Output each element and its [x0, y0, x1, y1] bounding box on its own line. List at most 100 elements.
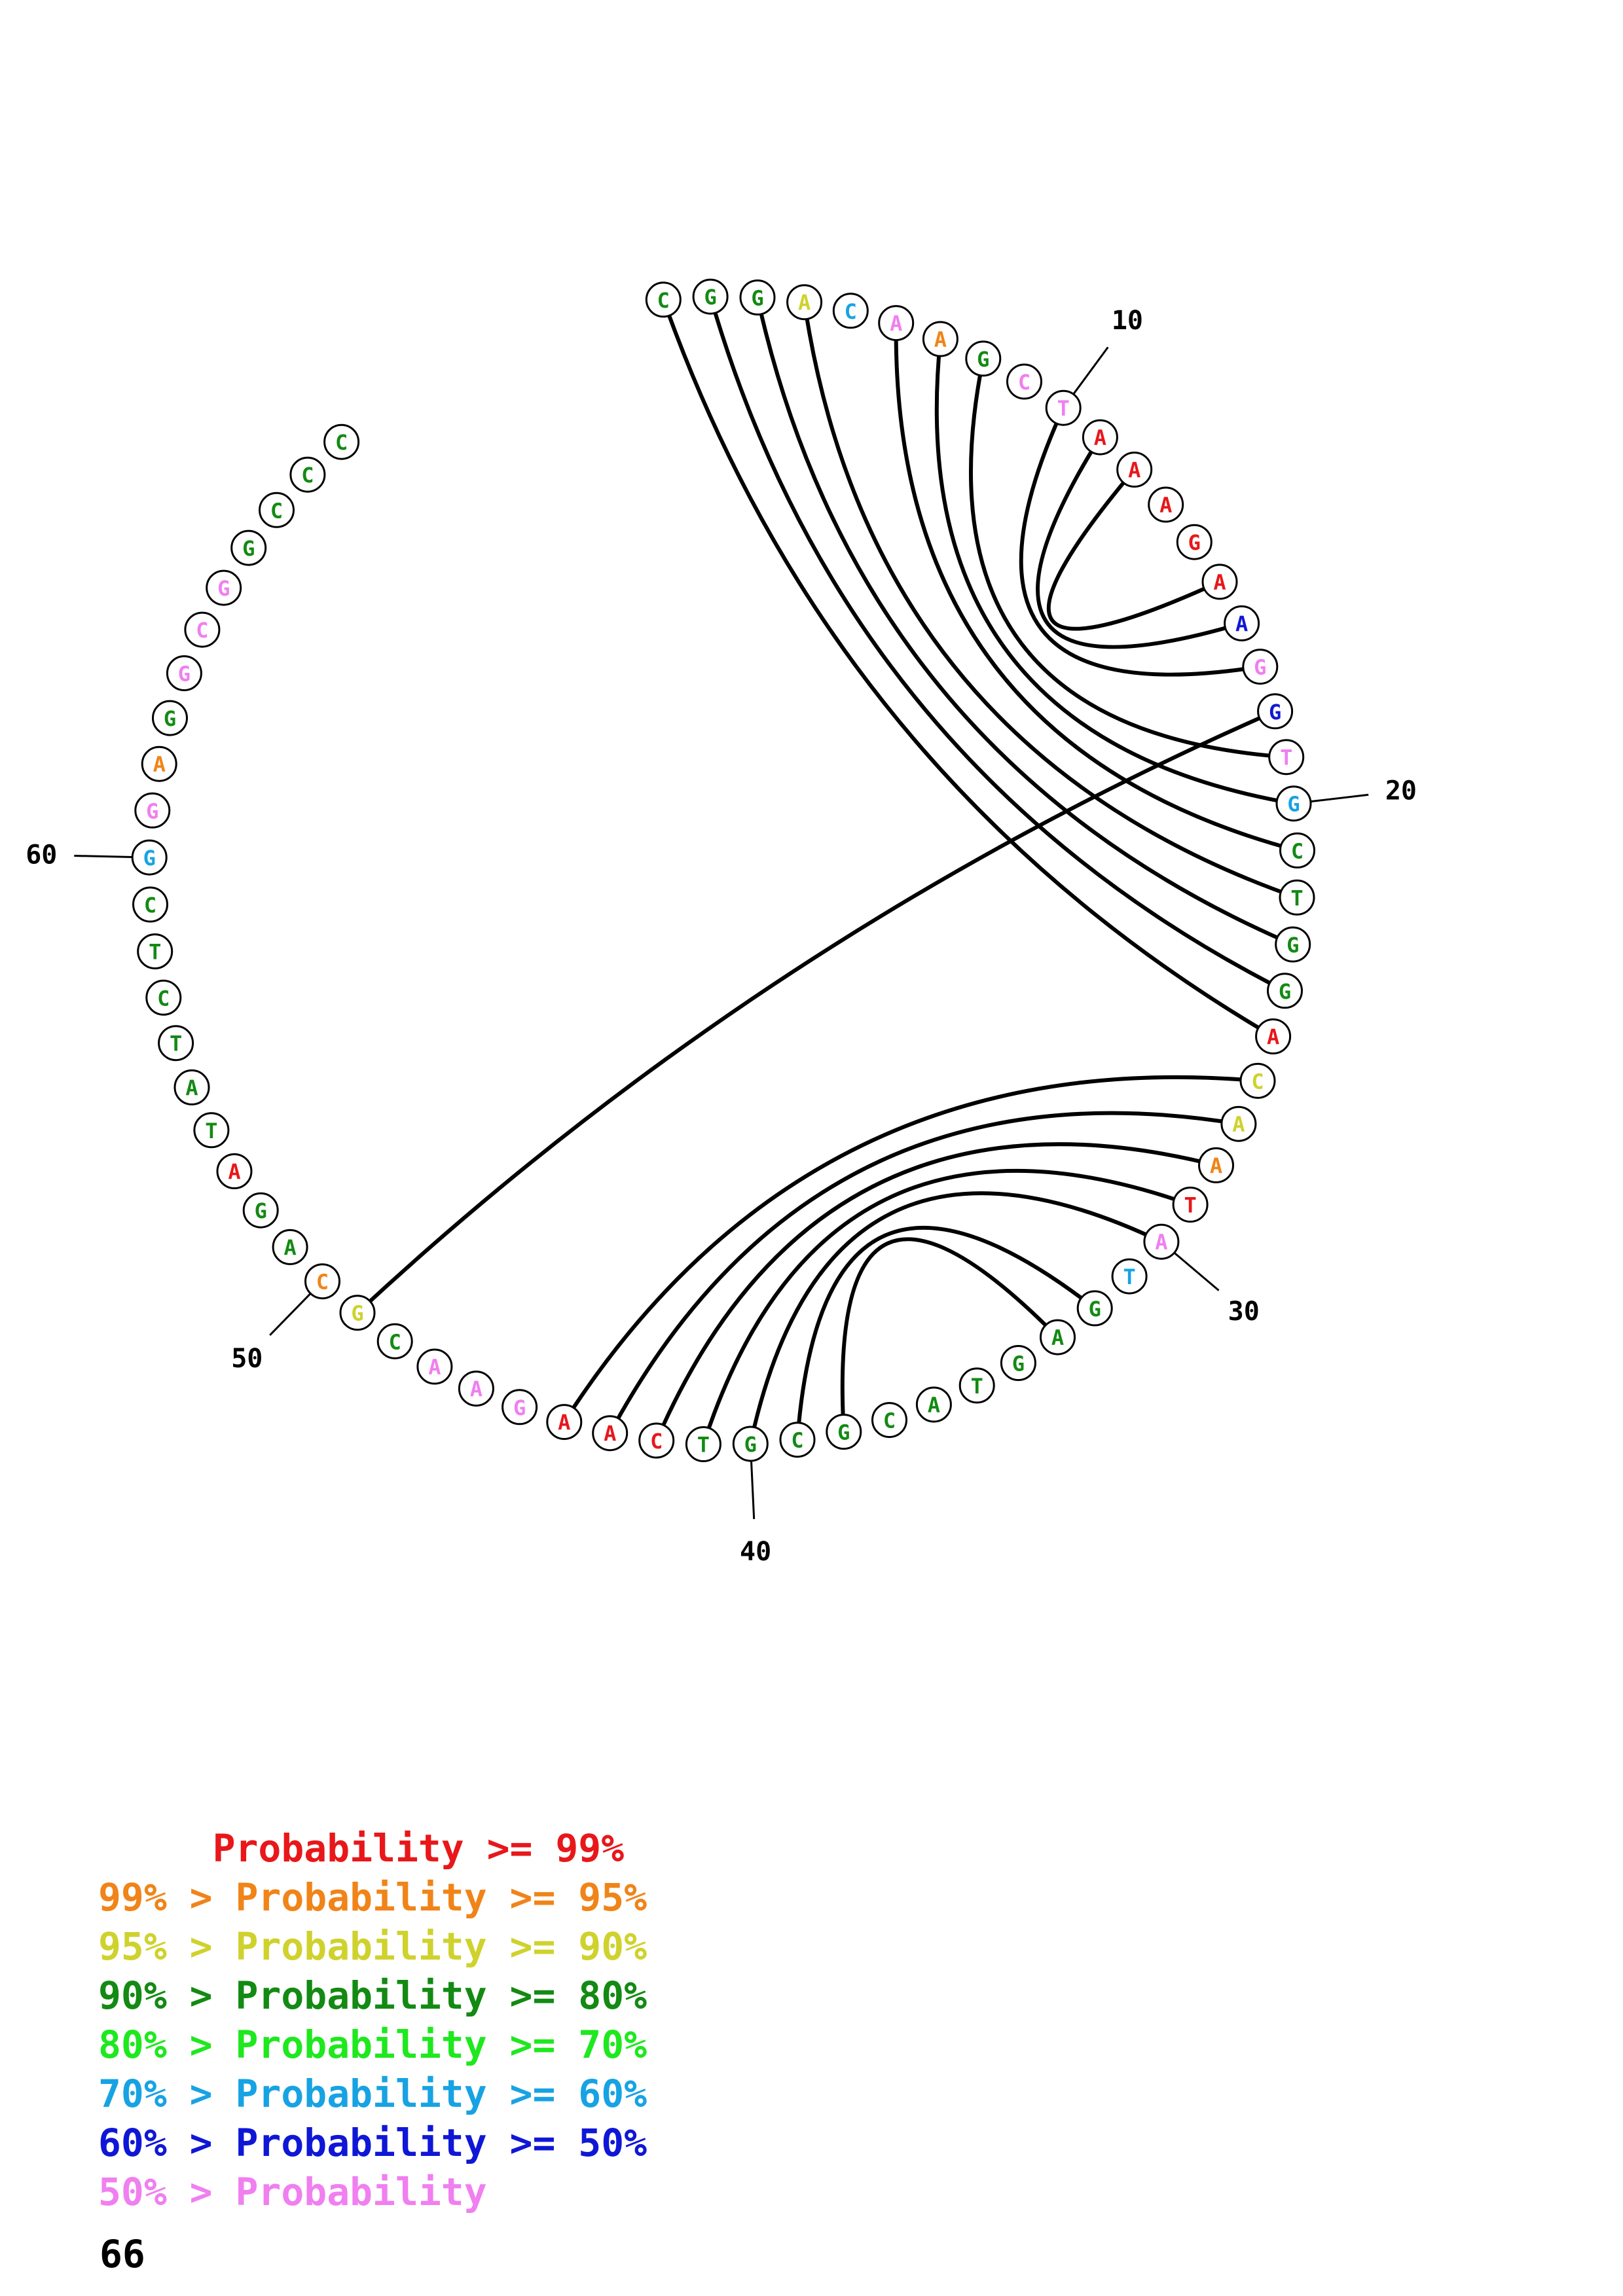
nucleotide-letter: A	[283, 1235, 296, 1260]
nucleotide-letter: A	[890, 312, 902, 336]
nucleotide-letter: A	[1267, 1025, 1279, 1050]
nucleotide: G	[739, 279, 776, 315]
nucleotide-letter: A	[1051, 1325, 1064, 1350]
legend-line: 80% > Probability >= 70%	[98, 2022, 647, 2067]
nucleotide: T	[1045, 389, 1082, 426]
nucleotide: G	[1267, 973, 1303, 1009]
nucleotide-circle	[152, 700, 188, 736]
position-label: 10	[1112, 306, 1143, 336]
nucleotide: G	[1242, 649, 1279, 685]
nucleotide-letter: A	[558, 1410, 570, 1435]
nucleotide: G	[339, 1295, 376, 1331]
pair-arc	[802, 302, 1298, 900]
nucleotide: C	[645, 281, 682, 318]
nucleotide-circle	[145, 979, 182, 1016]
nucleotide: T	[193, 1112, 230, 1149]
nucleotide: G	[230, 529, 267, 566]
nucleotide-circle	[685, 1426, 721, 1462]
nucleotide-circle	[1201, 564, 1238, 600]
nucleotide-letter: A	[934, 327, 947, 352]
nucleotide-letter: C	[845, 299, 857, 324]
nucleotide-circle	[878, 305, 915, 342]
nucleotide-circle	[915, 1386, 952, 1423]
pair-arc	[608, 1111, 1239, 1435]
nucleotide: C	[376, 1323, 413, 1359]
nucleotide-letter: T	[1123, 1265, 1135, 1289]
pair-arc	[562, 1075, 1258, 1424]
position-tick	[1072, 346, 1109, 395]
nucleotide-circle	[193, 1112, 230, 1149]
nucleotide-circle	[1275, 785, 1312, 822]
legend-line: 90% > Probability >= 80%	[98, 1973, 647, 2018]
position-label: 30	[1228, 1297, 1260, 1327]
pair-arc	[1036, 436, 1243, 649]
nucleotide-letter: A	[185, 1075, 198, 1100]
nucleotide-letter: C	[316, 1270, 329, 1295]
nucleotide: T	[1279, 879, 1315, 916]
nucleotide-letter: G	[744, 1432, 757, 1457]
nucleotide: A	[1220, 1105, 1257, 1142]
nucleotide-letter: A	[428, 1355, 441, 1380]
nucleotide-letter: G	[1286, 933, 1299, 958]
nucleotide: G	[826, 1414, 862, 1450]
nucleotide-circle	[692, 278, 729, 315]
pair-arc	[654, 1142, 1217, 1442]
nucleotide: T	[1111, 1258, 1148, 1295]
nucleotide-circle	[826, 1414, 862, 1450]
nucleotide: T	[137, 933, 173, 970]
position-tick	[1310, 793, 1369, 803]
nucleotide: C	[259, 492, 295, 528]
legend-line: 60% > Probability >= 50%	[98, 2121, 647, 2165]
nucleotide: G	[242, 1192, 279, 1229]
nucleotide: A	[173, 1069, 210, 1105]
nucleotide: G	[1275, 926, 1311, 963]
nucleotide-circle	[1279, 879, 1315, 916]
pair-arc	[748, 1191, 1163, 1444]
nucleotide-letter: C	[196, 618, 208, 643]
nucleotide-letter: A	[1213, 570, 1226, 595]
nucleotide-circle	[786, 284, 823, 321]
nucleotide: C	[323, 423, 360, 460]
nucleotide-letter: C	[335, 430, 348, 455]
pair-arc	[934, 338, 1294, 806]
nucleotide-circle	[638, 1422, 675, 1459]
nucleotide-letter: A	[153, 752, 166, 777]
nucleotide-letter: A	[1210, 1153, 1222, 1178]
nucleotide-circle	[1116, 452, 1153, 488]
position-label: 60	[26, 840, 57, 870]
nucleotide-letter: G	[1012, 1352, 1025, 1376]
nucleotide: G	[732, 1426, 769, 1462]
position-tick	[269, 1293, 312, 1336]
nucleotide-circle	[546, 1404, 583, 1441]
nucleotide: C	[1279, 832, 1315, 869]
nucleotide: A	[546, 1404, 583, 1441]
nucleotide-circle	[779, 1422, 816, 1458]
nucleotide-circle	[1082, 419, 1118, 456]
nucleotide-letter: T	[170, 1031, 182, 1056]
nucleotide-letter: A	[1159, 493, 1172, 518]
nucleotide: G	[206, 569, 242, 606]
nucleotide: C	[779, 1422, 816, 1458]
nucleotide: T	[958, 1367, 995, 1404]
pair-arc	[1046, 468, 1221, 631]
nucleotide-letter: C	[270, 498, 283, 523]
nucleotide: G	[152, 700, 188, 736]
nucleotide: C	[289, 456, 326, 493]
nucleotide-circle	[376, 1323, 413, 1359]
position-label: 40	[740, 1537, 771, 1567]
nucleotide-letter: G	[1287, 792, 1300, 817]
nucleotide-letter: C	[791, 1428, 803, 1453]
position-tick	[1173, 1251, 1220, 1291]
nucleotide: A	[1040, 1319, 1076, 1355]
nucleotide-letter: A	[470, 1377, 483, 1402]
nucleotide: G	[1257, 693, 1294, 730]
nucleotide-circle	[958, 1367, 995, 1404]
nucleotide-circle	[132, 886, 168, 923]
nucleotide: G	[1076, 1290, 1113, 1327]
nucleotide: C	[832, 293, 869, 329]
nucleotide-circle	[1224, 605, 1260, 641]
nucleotide: A	[915, 1386, 952, 1423]
nucleotide-circle	[1176, 524, 1213, 560]
nucleotide-circle	[645, 281, 682, 318]
